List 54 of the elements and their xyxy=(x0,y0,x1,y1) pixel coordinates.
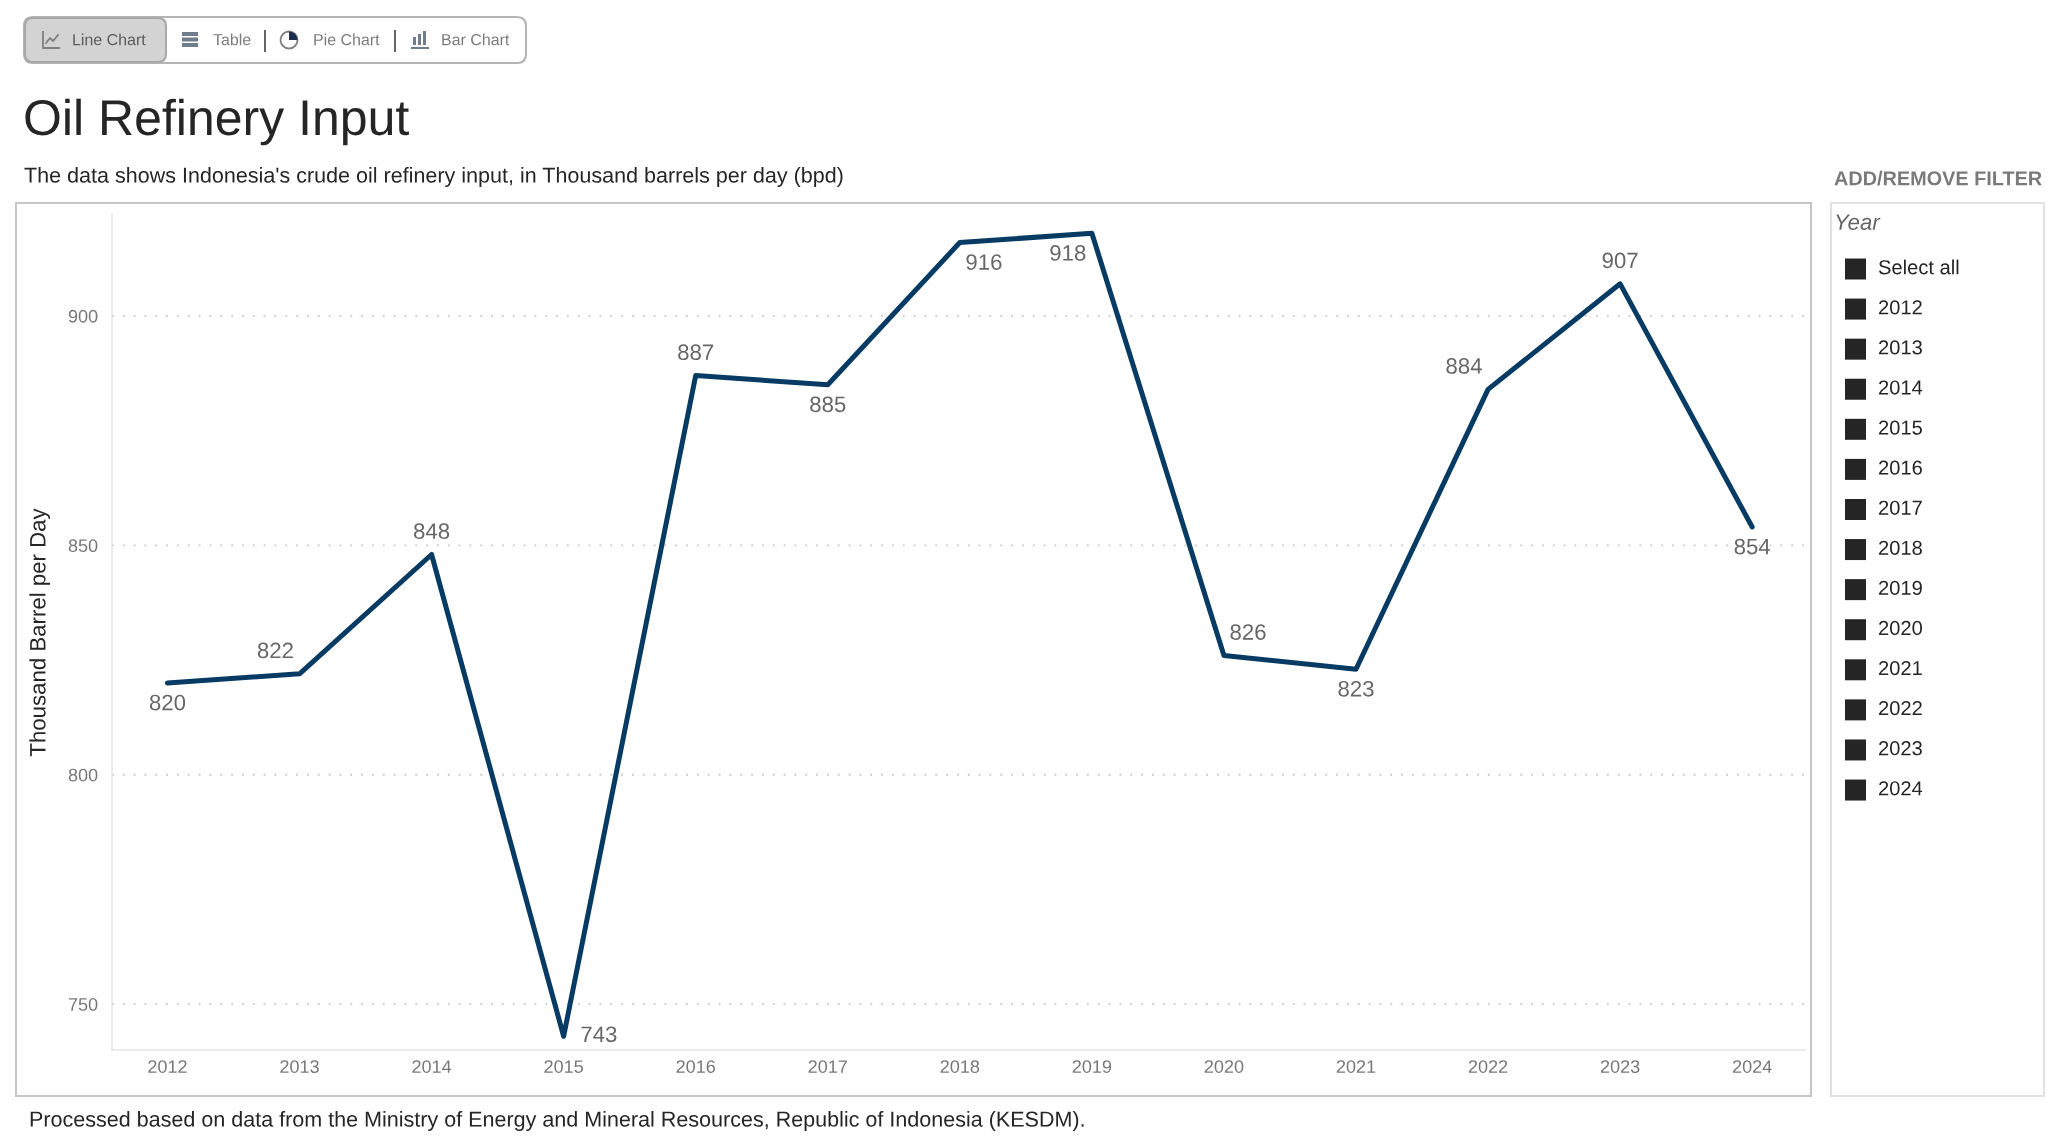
data-label: 887 xyxy=(678,344,714,361)
text: ADD/REMOVE FILTER xyxy=(1834,170,2042,186)
text: Select all xyxy=(1878,259,1959,275)
y-tick-label: 850 xyxy=(68,539,98,553)
x-tick-label: 2018 xyxy=(940,1060,980,1073)
text: Processed based on data from the Ministry of Energy and Mineral Resources, Republic of Indonesia (KESDM). xyxy=(30,1110,1084,1132)
x-tick-label: 2021 xyxy=(1336,1060,1376,1073)
text: 2016 xyxy=(1879,460,1922,475)
data-label: 916 xyxy=(966,254,1002,270)
text: 2021 xyxy=(1879,660,1922,676)
x-tick-label: 2013 xyxy=(280,1060,319,1073)
text: 2019 xyxy=(1879,580,1922,596)
chart-title: Oil Refinery Input xyxy=(25,98,409,146)
text: 2013 xyxy=(1879,340,1922,355)
text: 2018 xyxy=(1879,540,1922,555)
x-tick-label: 2012 xyxy=(148,1060,187,1073)
text: 2022 xyxy=(1879,701,1922,716)
text: Year xyxy=(1836,214,1881,230)
data-label: 854 xyxy=(1734,538,1771,555)
data-label: 826 xyxy=(1230,624,1266,640)
y-axis-title: Thousand Barrel per Day xyxy=(29,508,51,757)
data-label: 820 xyxy=(149,694,186,711)
x-tick-label: 2014 xyxy=(412,1060,452,1073)
data-label: 918 xyxy=(1050,245,1086,261)
text: 2015 xyxy=(1879,420,1922,435)
x-tick-label: 2015 xyxy=(544,1060,583,1073)
x-tick-label: 2020 xyxy=(1204,1060,1244,1073)
x-tick-label: 2017 xyxy=(808,1060,847,1073)
data-label: 743 xyxy=(581,1026,617,1043)
text: Line Chart xyxy=(73,33,146,46)
x-tick-label: 2024 xyxy=(1733,1060,1772,1073)
x-tick-label: 2023 xyxy=(1600,1060,1640,1073)
text: 2014 xyxy=(1879,380,1923,395)
x-tick-label: 2019 xyxy=(1072,1060,1112,1073)
text: 2017 xyxy=(1879,500,1922,515)
data-label: 848 xyxy=(414,523,450,539)
data-label: 885 xyxy=(810,396,846,413)
data-label: 822 xyxy=(257,642,293,659)
y-tick-label: 800 xyxy=(68,768,98,782)
text: Table xyxy=(213,33,251,46)
y-tick-label: 750 xyxy=(68,998,98,1011)
text: 2012 xyxy=(1879,300,1922,315)
x-tick-label: 2022 xyxy=(1468,1060,1508,1073)
text: 2020 xyxy=(1879,620,1923,636)
x-tick-label: 2016 xyxy=(676,1060,715,1073)
text: Bar Chart xyxy=(442,33,510,46)
text: Pie Chart xyxy=(314,33,380,46)
chart-subtitle: The data shows Indonesia's crude oil refinery input, in Thousand barrels per day (bpd) xyxy=(24,166,843,188)
data-label: 907 xyxy=(1602,252,1638,269)
y-tick-label: 900 xyxy=(68,309,98,323)
data-label: 884 xyxy=(1446,358,1482,374)
data-label: 823 xyxy=(1338,680,1374,697)
text: 2023 xyxy=(1879,741,1922,756)
text: 2024 xyxy=(1879,781,1923,796)
